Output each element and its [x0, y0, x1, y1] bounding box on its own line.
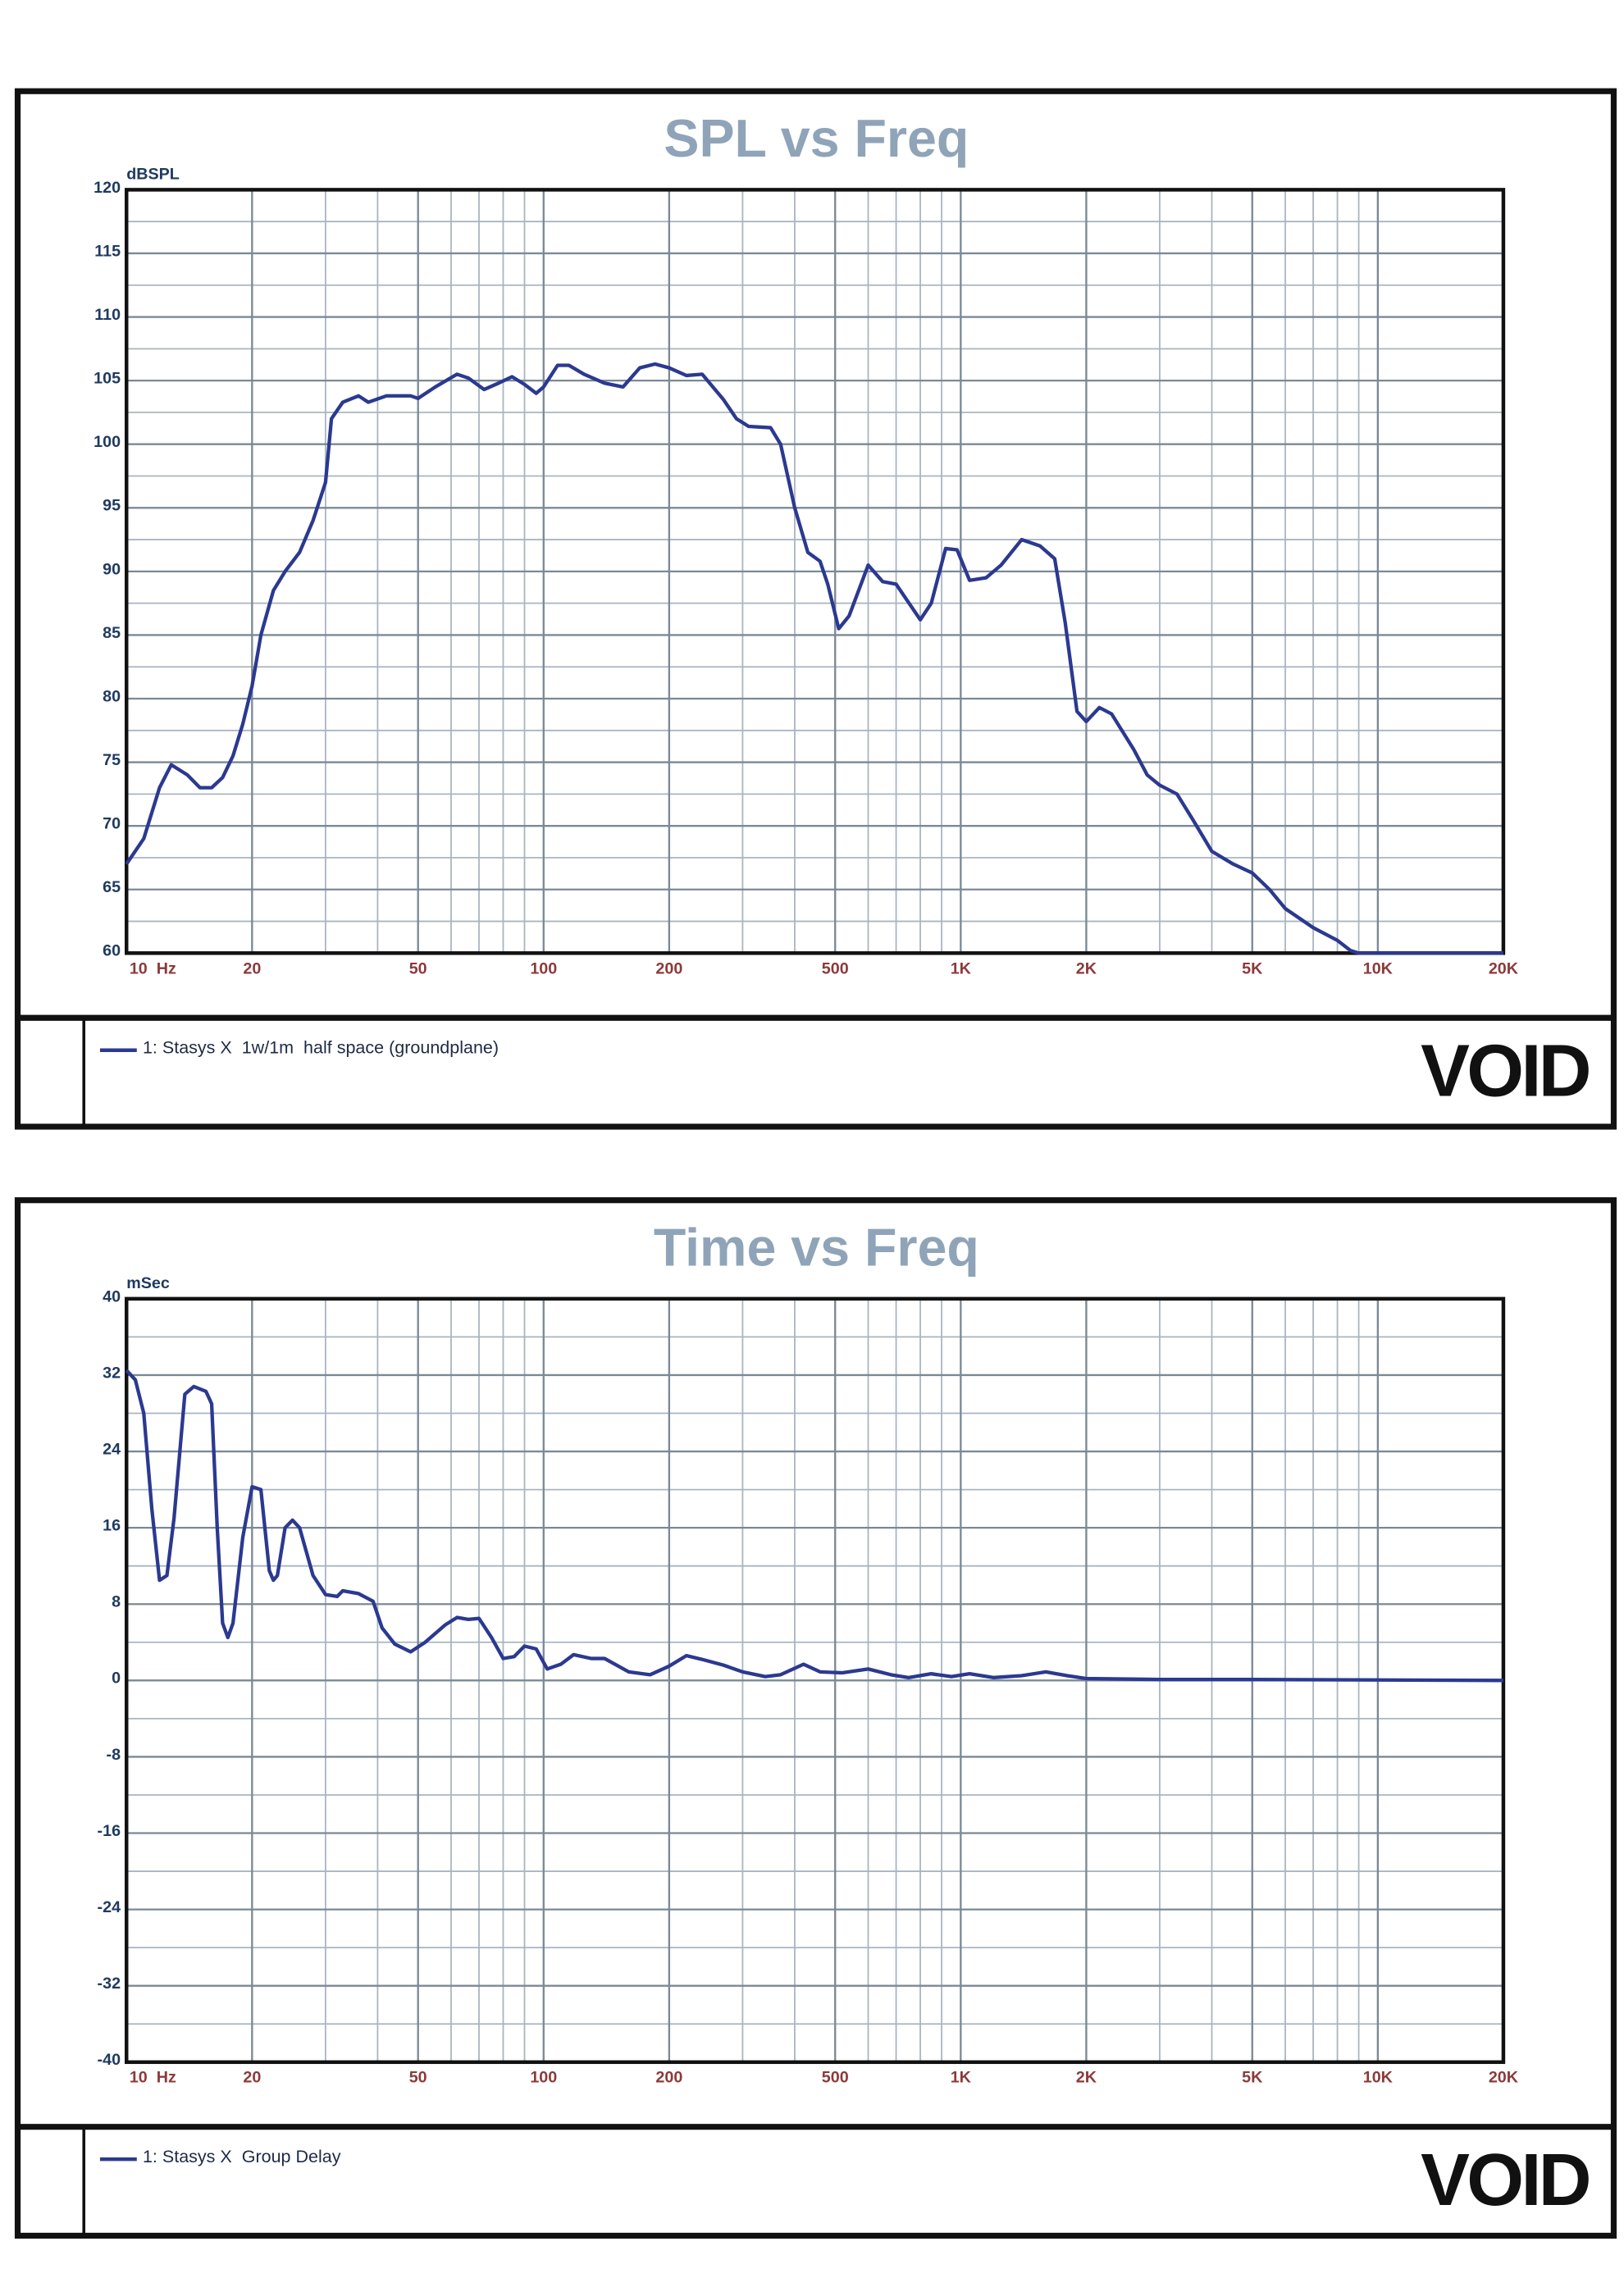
chart-title: Time vs Freq — [654, 1219, 979, 1278]
chart: SPL vs Freq dBSPL 10 Hz 20 50 100 200 500 1K 2K 5K… — [14, 88, 1617, 1130]
y-tick-label: -24 — [98, 1898, 121, 1916]
x-tick-label: 20 — [243, 959, 261, 977]
data-line — [125, 1369, 1503, 1683]
x-tick-label: 200 — [655, 2069, 682, 2087]
frame — [14, 1197, 1617, 2239]
y-tick-label: 115 — [94, 242, 121, 260]
y-tick-label: 75 — [103, 751, 121, 769]
logo: VOID — [1421, 2139, 1589, 2221]
y-tick-label: 105 — [94, 370, 121, 388]
y-tick-label: 8 — [112, 1593, 121, 1611]
y-tick-label: 70 — [103, 815, 121, 833]
y-tick-label: 110 — [94, 306, 121, 324]
x-tick-label: 1K — [951, 959, 972, 977]
y-tick-label: 16 — [103, 1517, 121, 1535]
frame — [14, 88, 1617, 1130]
chart: Time vs Freq mSec 10 Hz 20 50 100 200 500 1K 2K 5K… — [14, 1197, 1617, 2239]
y-tick-label: 24 — [103, 1440, 121, 1458]
x-tick-label: 5K — [1242, 959, 1263, 977]
y-tick-label: 32 — [103, 1364, 121, 1382]
chart-title: SPL vs Freq — [664, 109, 969, 168]
y-axis-label: mSec — [126, 1274, 170, 1292]
y-tick-label: 90 — [103, 560, 121, 578]
y-tick-label: 95 — [103, 497, 121, 515]
x-tick-label: 100 — [530, 2069, 557, 2087]
x-tick-label: 20K — [1489, 959, 1519, 977]
x-tick-label: 20 — [243, 2069, 261, 2087]
y-tick-label: -40 — [98, 2051, 121, 2069]
x-tick-label: 10 Hz — [130, 959, 176, 977]
y-tick-label: 0 — [112, 1670, 121, 1688]
x-tick-label: 200 — [655, 959, 682, 977]
y-tick-label: 85 — [103, 624, 121, 642]
x-tick-label: 20K — [1489, 2069, 1519, 2087]
y-tick-label: -8 — [107, 1746, 121, 1764]
y-tick-label: -32 — [98, 1975, 121, 1993]
x-tick-label: 50 — [409, 2069, 427, 2087]
y-tick-label: 80 — [103, 687, 121, 705]
plot-border — [124, 188, 1506, 955]
logo: VOID — [1421, 1031, 1589, 1113]
y-tick-label: 65 — [103, 878, 121, 896]
y-tick-label: 40 — [103, 1287, 121, 1305]
x-tick-label: 50 — [409, 959, 427, 977]
x-tick-label: 10K — [1363, 959, 1394, 977]
x-tick-label: 10 Hz — [130, 2069, 176, 2087]
y-tick-label: 120 — [94, 179, 121, 197]
x-tick-label: 500 — [822, 2069, 849, 2087]
x-tick-label: 2K — [1076, 2069, 1097, 2087]
x-tick-label: 500 — [822, 959, 849, 977]
data-line — [125, 362, 1503, 955]
x-tick-label: 100 — [530, 959, 557, 977]
legend-label: 1: Stasys X Group Delay — [143, 2147, 341, 2166]
y-tick-label: -16 — [98, 1822, 121, 1840]
x-tick-label: 10K — [1363, 2069, 1394, 2087]
y-tick-label: 60 — [103, 942, 121, 960]
x-tick-label: 1K — [951, 2069, 972, 2087]
x-tick-label: 2K — [1076, 959, 1097, 977]
y-axis-label: dBSPL — [126, 166, 180, 184]
y-tick-label: 100 — [94, 433, 121, 451]
legend-label: 1: Stasys X 1w/1m half space (groundplan… — [143, 1038, 499, 1058]
x-tick-label: 5K — [1242, 2069, 1263, 2087]
